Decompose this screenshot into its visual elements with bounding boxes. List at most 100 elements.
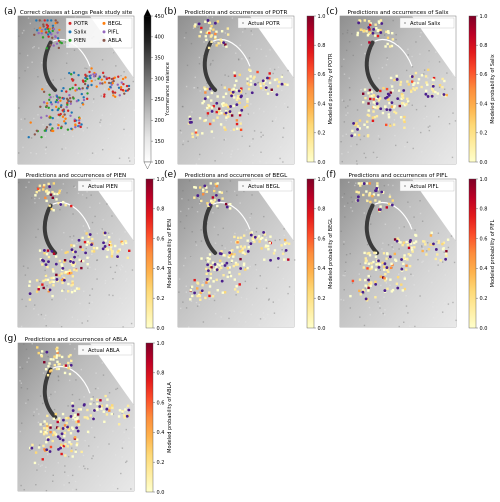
prediction-point bbox=[71, 402, 74, 405]
prediction-point bbox=[43, 361, 46, 364]
prediction-point bbox=[234, 263, 238, 266]
prediction-point bbox=[355, 122, 358, 125]
prediction-point bbox=[246, 77, 249, 80]
colorbar-tick-label: 1.0 bbox=[480, 14, 488, 20]
prediction-point bbox=[220, 266, 223, 270]
prediction-point bbox=[381, 111, 385, 115]
colorbar-tick-label: 0.2 bbox=[318, 131, 326, 137]
prediction-point bbox=[42, 432, 46, 436]
prediction-point bbox=[38, 184, 42, 187]
class-point bbox=[107, 81, 111, 85]
prediction-point bbox=[75, 443, 79, 447]
prediction-point bbox=[241, 247, 245, 250]
prediction-point bbox=[228, 266, 231, 269]
prediction-point bbox=[48, 204, 51, 207]
class-point bbox=[81, 79, 85, 82]
prediction-point bbox=[374, 280, 377, 284]
prediction-point bbox=[361, 92, 365, 95]
actual-point bbox=[432, 242, 435, 246]
actual-point bbox=[48, 185, 52, 189]
class-point bbox=[60, 104, 63, 107]
actual-point bbox=[371, 31, 375, 35]
class-point bbox=[121, 77, 125, 81]
actual-point bbox=[372, 27, 376, 31]
prediction-point bbox=[400, 283, 403, 286]
prediction-point bbox=[420, 85, 423, 89]
prediction-point bbox=[77, 408, 81, 411]
prediction-point bbox=[208, 31, 211, 35]
prediction-point bbox=[228, 271, 231, 274]
prediction-point bbox=[46, 249, 50, 252]
prediction-point bbox=[246, 97, 249, 101]
class-point bbox=[68, 94, 71, 97]
prediction-point bbox=[231, 88, 235, 92]
legend-marker bbox=[102, 30, 106, 34]
class-point bbox=[95, 85, 98, 88]
prediction-point bbox=[235, 241, 238, 244]
prediction-point bbox=[60, 263, 63, 266]
actual-point bbox=[197, 22, 201, 26]
prediction-point bbox=[369, 284, 372, 288]
prediction-point bbox=[367, 109, 370, 112]
prediction-point bbox=[198, 294, 202, 298]
prediction-point bbox=[283, 83, 287, 86]
prediction-point bbox=[109, 244, 113, 247]
prediction-point bbox=[122, 414, 126, 417]
prediction-point bbox=[374, 268, 378, 271]
prediction-point bbox=[109, 248, 112, 251]
prediction-point bbox=[416, 81, 420, 85]
prediction-point bbox=[210, 40, 213, 43]
prediction-point bbox=[201, 101, 204, 105]
prediction-point bbox=[52, 358, 55, 361]
prediction-point bbox=[46, 425, 49, 428]
prediction-point bbox=[397, 240, 401, 243]
prediction-point bbox=[57, 418, 61, 422]
prediction-point bbox=[66, 250, 69, 254]
actual-point bbox=[208, 87, 212, 91]
actual-point bbox=[188, 121, 192, 124]
actual-point bbox=[62, 418, 65, 422]
prediction-point bbox=[390, 105, 394, 108]
actual-point bbox=[102, 241, 105, 245]
prediction-point bbox=[402, 262, 405, 265]
prediction-point bbox=[374, 34, 377, 37]
prediction-point bbox=[238, 111, 241, 115]
prediction-point bbox=[228, 207, 232, 210]
prediction-point bbox=[403, 103, 407, 107]
prediction-point bbox=[42, 185, 46, 188]
prediction-point bbox=[438, 83, 442, 87]
prediction-point bbox=[405, 268, 408, 271]
prediction-point bbox=[385, 268, 389, 272]
prediction-point bbox=[223, 112, 226, 116]
prediction-point bbox=[383, 277, 386, 280]
prediction-point bbox=[397, 89, 401, 92]
prediction-point bbox=[371, 95, 374, 98]
prediction-point bbox=[187, 122, 191, 125]
prediction-point bbox=[229, 202, 232, 206]
class-point bbox=[56, 37, 60, 40]
actual-point bbox=[203, 97, 207, 101]
class-point bbox=[56, 126, 60, 130]
prediction-point bbox=[193, 25, 197, 28]
actual-point bbox=[203, 184, 207, 188]
actual-point bbox=[72, 261, 75, 264]
actual-point bbox=[387, 93, 391, 97]
class-point bbox=[52, 44, 55, 47]
prediction-point bbox=[86, 263, 89, 266]
prediction-point bbox=[193, 185, 196, 189]
prediction-point bbox=[232, 264, 235, 268]
class-point bbox=[78, 121, 81, 125]
class-point bbox=[51, 36, 54, 40]
colorbar-tick-label: 250 bbox=[155, 97, 165, 103]
prediction-point bbox=[215, 30, 218, 33]
actual-point bbox=[215, 101, 219, 105]
prediction-point bbox=[110, 255, 114, 258]
prediction-point bbox=[83, 240, 87, 244]
actual-point bbox=[71, 409, 75, 412]
actual-point bbox=[101, 247, 105, 251]
colorbar-tick-label: 0.0 bbox=[157, 326, 165, 332]
colorbar-label: Modeled probability of Salix bbox=[490, 54, 496, 124]
actual-point bbox=[116, 255, 119, 259]
class-point bbox=[49, 123, 52, 126]
prediction-point bbox=[393, 252, 397, 256]
